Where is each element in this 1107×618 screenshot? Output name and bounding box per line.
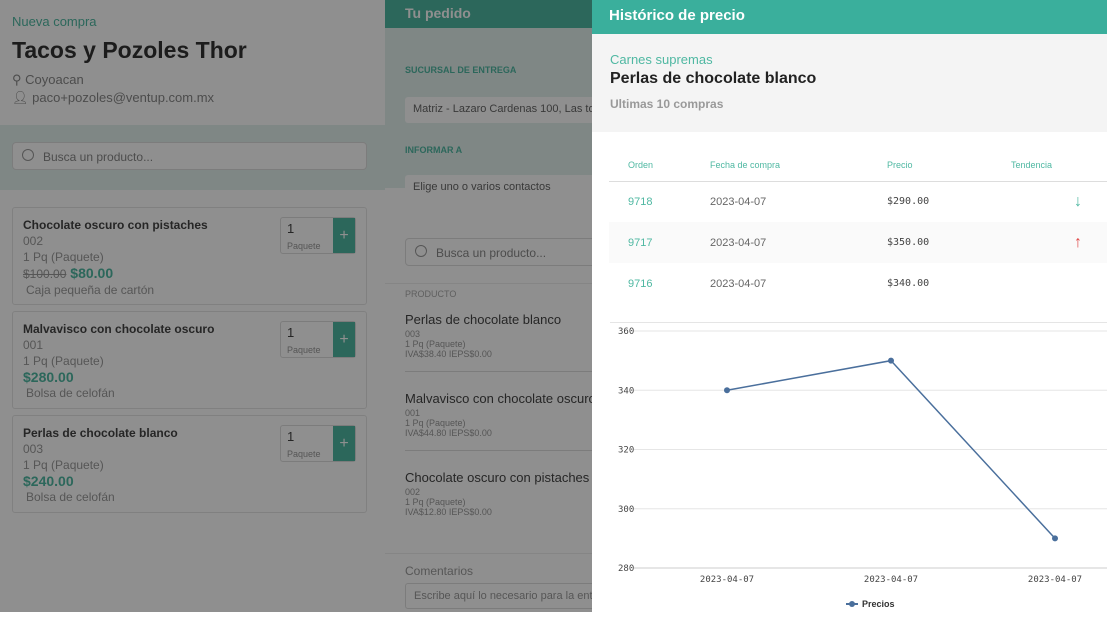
branch-label: SUCURSAL DE ENTREGA [405,65,517,75]
y-tick-label: 320 [618,446,634,456]
legend-marker [849,601,855,607]
purchase-date: 2023-04-07 [710,195,767,208]
product-unit: 1 Pq (Paquete) [23,354,104,368]
product-card: Malvavisco con chocolate oscuro 001 1 Pq… [12,311,367,409]
quantity-stepper[interactable]: 1 Paquete + [280,425,356,462]
product-unit: 1 Pq (Paquete) [23,250,104,264]
price: $290.00 [887,196,930,208]
order-item[interactable]: Perlas de chocolate blanco 003 1 Pq (Paque… [405,311,605,372]
product-unit: 1 Pq (Paquete) [23,458,104,472]
modal-backdrop[interactable] [0,0,592,612]
add-button[interactable]: + [333,426,355,461]
product-search-input[interactable]: Busca un producto... [12,142,367,170]
contacts-select[interactable]: Elige uno o varios contactos [405,175,605,201]
col-date: Fecha de compra [710,150,887,182]
product-column-header: PRODUCTO [405,289,457,299]
price-chart: 280 300 320 340 360 2023-04-07 2023-04-07 2023-… [610,322,1107,612]
order-link[interactable]: 9717 [609,222,710,263]
quantity-stepper[interactable]: 1 Paquete + [280,321,356,358]
map-pin-icon: ⚲ [12,72,26,87]
product-price: $240.00 [23,473,74,489]
product-name: Chocolate oscuro con pistaches [23,218,208,232]
trend-up-icon: ↑ [1011,222,1107,263]
price-history-table: Orden Fecha de compra Precio Tendencia 9… [609,150,1107,304]
legend-label: Precios [862,599,895,609]
add-button[interactable]: + [333,322,355,357]
product-card: Chocolate oscuro con pistaches 002 1 Pq … [12,207,367,305]
col-trend: Tendencia [1011,150,1107,182]
col-order: Orden [609,150,710,182]
product-code: 001 [23,338,44,352]
order-panel: Tu pedido SUCURSAL DE ENTREGA Matriz - L… [385,0,605,612]
subtitle: Ultimas 10 compras [610,97,724,111]
order-search-input[interactable]: Busca un producto... [405,238,605,266]
trend-down-icon: ↓ [1074,192,1082,210]
add-button[interactable]: + [333,218,355,253]
search-icon [22,149,34,161]
supplier-name: Carnes supremas [610,52,713,67]
price: $340.00 [887,278,930,289]
order-item[interactable]: Chocolate oscuro con pistaches 002 1 Pq (P… [405,470,590,517]
order-link[interactable]: 9716 [628,277,653,290]
order-item[interactable]: Malvavisco con chocolate oscuro 001 1 Pq (… [405,390,605,451]
product-code: 002 [23,234,44,248]
order-title: Tu pedido [385,0,592,28]
data-point [1052,535,1058,542]
modal-title: Histórico de precio [592,0,1107,34]
product-code: 003 [23,442,44,456]
data-point [724,387,730,394]
order-link[interactable]: 9718 [628,195,653,208]
quantity-stepper[interactable]: 1 Paquete + [280,217,356,254]
packaging: Caja pequeña de cartón [26,283,155,297]
x-tick-label: 2023-04-07 [700,575,754,585]
search-icon [415,245,427,257]
y-tick-label: 300 [618,505,634,515]
packaging: Bolsa de celofán [26,386,115,400]
price-history-modal: Histórico de precio Carnes supremas Perl… [592,0,1107,612]
y-tick-label: 360 [618,327,634,337]
comments-label: Comentarios [405,564,474,578]
product-card: Perlas de chocolate blanco 003 1 Pq (Paq… [12,415,367,513]
data-point [888,357,894,364]
line-chart: 280 300 320 340 360 2023-04-07 2023-04-07 2023-… [618,327,1107,609]
price: $350.00 [887,222,1011,263]
trend-none-icon [1011,263,1107,304]
purchase-date: 2023-04-07 [710,222,887,263]
table-row[interactable]: 9716 2023-04-07 $340.00 [609,263,1107,304]
product-name: Perlas de chocolate blanco [610,70,817,87]
product-price: $100.00 $80.00 [23,265,114,281]
new-purchase-panel: Nueva compra Tacos y Pozoles Thor ⚲ Coyo… [0,0,385,612]
product-name: Perlas de chocolate blanco [23,426,178,440]
location: ⚲ Coyoacan [12,72,84,87]
inform-label: INFORMAR A [405,145,463,155]
table-row[interactable]: 9718 2023-04-07 $290.00 ↓ [609,181,1107,222]
breadcrumb[interactable]: Nueva compra [12,14,97,29]
product-price: $280.00 [23,369,74,385]
email: 👤︎ paco+pozoles@ventup.com.mx [12,90,215,105]
x-tick-label: 2023-04-07 [864,575,918,585]
page-title: Tacos y Pozoles Thor [12,37,247,63]
col-price: Precio [887,150,1011,182]
packaging: Bolsa de celofán [26,490,115,504]
old-price: $100.00 [23,267,67,281]
x-tick-label: 2023-04-07 [1028,575,1082,585]
y-tick-label: 280 [618,564,634,574]
branch-select[interactable]: Matriz - Lazaro Cardenas 100, Las torres [405,97,605,123]
user-icon: 👤︎ [12,90,33,105]
product-name: Malvavisco con chocolate oscuro [23,322,215,336]
comments-input[interactable]: Escribe aquí lo necesario para la entreg… [405,583,605,609]
y-tick-label: 340 [618,386,634,396]
table-row[interactable]: 9717 2023-04-07 $350.00 ↑ [609,222,1107,263]
purchase-date: 2023-04-07 [710,277,767,290]
